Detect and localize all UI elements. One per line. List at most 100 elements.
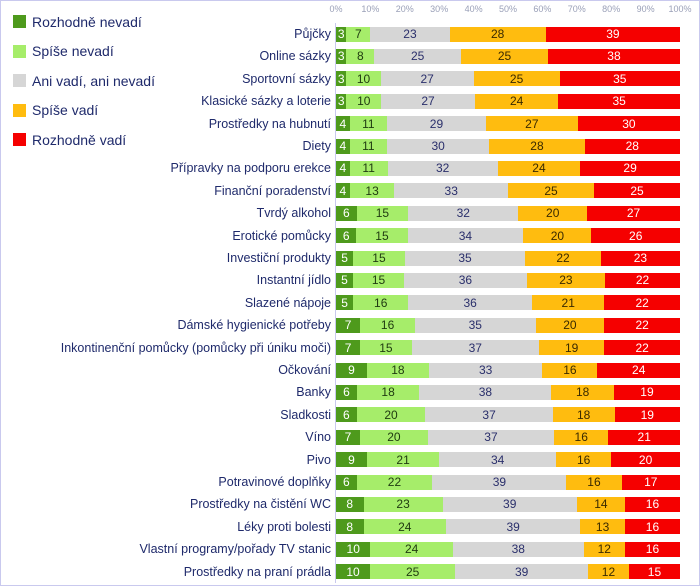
legend-swatch xyxy=(13,44,26,58)
data-label: 6 xyxy=(343,385,350,400)
data-label: 25 xyxy=(497,49,512,64)
data-label: 20 xyxy=(563,318,577,333)
bar-segment: 7 xyxy=(346,26,371,42)
data-label: 11 xyxy=(362,139,375,153)
data-label: 21 xyxy=(637,430,651,445)
legend-item: Rozhodně vadí xyxy=(13,125,155,155)
bar-segment: 20 xyxy=(518,205,588,221)
bar-segment: 5 xyxy=(336,295,354,311)
data-label: 38 xyxy=(511,542,525,557)
data-label: 28 xyxy=(530,139,544,153)
bar-segment: 24 xyxy=(370,541,453,557)
data-label: 16 xyxy=(374,295,388,310)
category-label: Půjčky xyxy=(294,27,331,41)
category-label: Banky xyxy=(296,385,331,400)
bar-segment: 15 xyxy=(360,340,412,356)
data-label: 22 xyxy=(387,475,402,489)
bar-segment: 39 xyxy=(455,564,589,580)
data-label: 36 xyxy=(463,295,477,310)
data-label: 39 xyxy=(506,519,520,534)
data-label: 12 xyxy=(597,542,611,557)
bar-segment: 10 xyxy=(346,93,382,109)
data-label: 29 xyxy=(623,161,637,176)
category-label: Přípravky na podporu erekce xyxy=(170,161,331,176)
category-label: Tvrdý alkohol xyxy=(256,206,331,221)
bar-segment: 25 xyxy=(594,183,680,199)
x-tick-label: 50% xyxy=(498,4,518,14)
bar-segment: 25 xyxy=(508,183,594,199)
data-label: 27 xyxy=(525,116,539,131)
bar-segment: 12 xyxy=(588,564,629,580)
bar-segment: 11 xyxy=(349,138,388,154)
category-label: Léky proti bolesti xyxy=(237,519,331,534)
bar-segment: 32 xyxy=(408,205,519,221)
bar-segment: 35 xyxy=(404,250,526,266)
bar-segment: 3 xyxy=(336,93,347,109)
bar-segment: 7 xyxy=(336,429,360,445)
bar-segment: 38 xyxy=(547,48,680,64)
data-label: 18 xyxy=(391,363,405,377)
data-label: 7 xyxy=(344,318,352,333)
category-label: Potravinové doplňky xyxy=(218,475,331,489)
bar-segment: 9 xyxy=(336,452,367,468)
bar-segment: 39 xyxy=(442,496,577,512)
data-label: 16 xyxy=(380,318,395,333)
bar-segment: 21 xyxy=(532,295,605,311)
data-label: 24 xyxy=(398,519,412,534)
category-label: Prostředky na hubnutí xyxy=(208,116,331,131)
bar-segment: 10 xyxy=(336,564,371,580)
category-label: Slazené nápoje xyxy=(244,295,331,310)
category-label: Víno xyxy=(305,430,331,445)
bar-segment: 27 xyxy=(381,93,475,109)
legend-label: Rozhodně vadí xyxy=(32,131,127,148)
data-label: 13 xyxy=(365,183,379,198)
data-label: 35 xyxy=(458,251,472,265)
bar-segment: 27 xyxy=(485,116,578,132)
bar-segment: 16 xyxy=(624,519,680,535)
x-tick-label: 10% xyxy=(361,4,380,14)
bar-segment: 16 xyxy=(353,295,409,311)
category-label: Pivo xyxy=(306,452,331,467)
category-label: Online sázky xyxy=(259,49,331,64)
data-label: 4 xyxy=(339,183,347,198)
x-tick-label: 90% xyxy=(636,4,655,14)
data-label: 28 xyxy=(490,27,505,41)
legend-item: Spíše vadí xyxy=(13,96,155,126)
bar-segment: 18 xyxy=(552,407,615,423)
bar-segment: 22 xyxy=(525,250,601,266)
x-tick-label: 60% xyxy=(533,4,552,14)
bar-segment: 24 xyxy=(474,93,559,109)
data-label: 17 xyxy=(644,475,658,489)
bar-segment: 15 xyxy=(628,564,680,580)
data-label: 35 xyxy=(613,71,627,86)
data-label: 9 xyxy=(348,363,355,377)
bar-segment: 8 xyxy=(336,519,364,535)
bar-segment: 19 xyxy=(613,384,680,400)
data-label: 38 xyxy=(478,385,493,400)
legend-label: Ani vadí, ani nevadí xyxy=(32,72,155,89)
bar-segment: 22 xyxy=(356,474,433,490)
bar-segment: 24 xyxy=(363,519,447,535)
bar-segment: 39 xyxy=(432,474,567,490)
category-label: Vlastní programy/pořady TV stanic xyxy=(139,542,331,557)
data-label: 24 xyxy=(632,363,646,377)
bar-segment: 15 xyxy=(353,272,405,288)
bar-segment: 38 xyxy=(419,384,552,400)
data-label: 36 xyxy=(458,273,473,288)
data-label: 21 xyxy=(561,295,575,310)
data-label: 25 xyxy=(405,564,420,579)
bar-segment: 22 xyxy=(605,272,680,288)
bar-segment: 6 xyxy=(336,205,357,221)
data-label: 20 xyxy=(550,228,565,243)
data-label: 5 xyxy=(341,273,348,288)
category-label: Investiční produkty xyxy=(226,251,331,265)
data-label: 34 xyxy=(490,452,505,467)
bar-segment: 9 xyxy=(336,362,367,378)
bar-segment: 18 xyxy=(356,384,420,400)
bar-segment: 15 xyxy=(353,250,405,266)
data-label: 16 xyxy=(645,542,660,557)
data-label: 19 xyxy=(564,340,579,355)
data-label: 22 xyxy=(635,340,649,355)
data-label: 10 xyxy=(356,71,371,86)
bar-segment: 16 xyxy=(542,362,598,378)
